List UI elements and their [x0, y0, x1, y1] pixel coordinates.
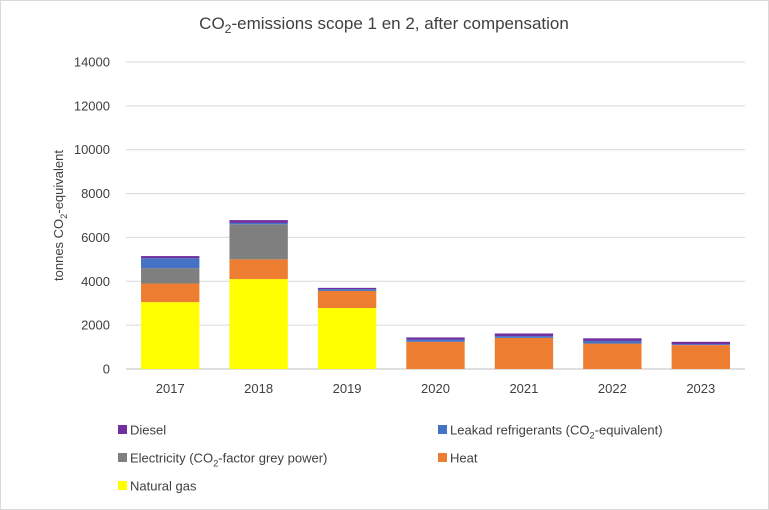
chart-title-part-1: CO — [199, 14, 225, 33]
bar-2018-diesel — [229, 220, 288, 223]
x-tick-label: 2020 — [421, 381, 450, 396]
bar-2017-diesel — [141, 256, 200, 259]
bar-2019-leakad-refrigerants-co2-equivalent- — [317, 289, 377, 291]
bar-2019-diesel — [317, 287, 377, 290]
bar-2021-leakad-refrigerants-co2-equivalent- — [494, 336, 554, 338]
legend-label-diesel-part-1: Diesel — [130, 423, 166, 438]
bar-2017-leakad-refrigerants-co2-equivalent- — [141, 258, 200, 269]
bar-2019-natural-gas — [317, 308, 377, 369]
legend-swatch-diesel — [118, 425, 127, 434]
bar-2022-leakad-refrigerants-co2-equivalent- — [583, 340, 642, 344]
bar-2020-leakad-refrigerants-co2-equivalent- — [406, 339, 465, 342]
legend-label-natural-gas: Natural gas — [130, 479, 197, 494]
legend-swatch-electricity-co2-factor-grey-power- — [118, 453, 127, 462]
y-tick-label: 8000 — [81, 186, 110, 201]
bar-2017-electricity-co2-factor-grey-power- — [141, 268, 200, 284]
legend-label-natural-gas-part-1: Natural gas — [130, 479, 197, 494]
bar-2018-heat — [229, 259, 288, 280]
chart-title-part-2: -emissions scope 1 en 2, after compensat… — [231, 14, 568, 33]
bar-2017-natural-gas — [141, 302, 200, 369]
bar-2021-diesel — [494, 333, 554, 337]
bar-2021-heat — [494, 337, 554, 369]
legend-label-electricity-co2-factor-grey-power--subscript: 2 — [213, 459, 218, 469]
x-tick-label: 2019 — [333, 381, 362, 396]
legend-swatch-leakad-refrigerants-co2-equivalent- — [438, 425, 447, 434]
legend-label-leakad-refrigerants-co2-equivalent--subscript: 2 — [589, 431, 594, 441]
bar-2017-heat — [141, 283, 200, 303]
y-axis-title: tonnes CO2-equivalent — [51, 150, 69, 281]
y-tick-label: 14000 — [74, 55, 110, 70]
chart-title-subscript: 2 — [225, 22, 232, 36]
x-tick-label: 2017 — [156, 381, 185, 396]
y-tick-label: 12000 — [74, 98, 110, 113]
y-axis-title-subscript: 2 — [59, 214, 69, 219]
legend-swatch-natural-gas — [118, 481, 127, 490]
x-tick-label: 2018 — [244, 381, 273, 396]
bar-2023-diesel — [671, 341, 730, 345]
bar-2023-heat — [671, 345, 730, 369]
legend-label-leakad-refrigerants-co2-equivalent-: Leakad refrigerants (CO2-equivalent) — [450, 423, 663, 441]
bar-2018-leakad-refrigerants-co2-equivalent- — [229, 222, 288, 225]
x-tick-label: 2023 — [686, 381, 715, 396]
y-axis-title-part-1: tonnes CO — [51, 219, 66, 281]
legend-label-heat-part-1: Heat — [450, 451, 478, 466]
x-tick-label: 2022 — [598, 381, 627, 396]
legend-label-electricity-co2-factor-grey-power--part-2: -factor grey power) — [218, 451, 327, 466]
bar-2020-diesel — [406, 337, 465, 340]
bar-2018-electricity-co2-factor-grey-power- — [229, 224, 288, 260]
legend-label-leakad-refrigerants-co2-equivalent--part-2: -equivalent) — [595, 423, 663, 438]
bar-2018-natural-gas — [229, 279, 288, 369]
y-tick-label: 0 — [103, 362, 110, 377]
bar-2022-diesel — [583, 338, 642, 341]
bar-2022-heat — [583, 343, 642, 369]
legend-label-electricity-co2-factor-grey-power-: Electricity (CO2-factor grey power) — [130, 451, 327, 469]
legend-label-heat: Heat — [450, 451, 478, 466]
x-tick-label: 2021 — [509, 381, 538, 396]
legend-swatch-heat — [438, 453, 447, 462]
chart-title: CO2-emissions scope 1 en 2, after compen… — [199, 14, 569, 36]
bar-2019-heat — [317, 290, 377, 309]
y-tick-label: 2000 — [81, 318, 110, 333]
bar-2023-leakad-refrigerants-co2-equivalent- — [671, 344, 730, 346]
legend-label-electricity-co2-factor-grey-power--part-1: Electricity (CO — [130, 451, 213, 466]
y-tick-label: 6000 — [81, 230, 110, 245]
y-tick-label: 4000 — [81, 274, 110, 289]
y-tick-label: 10000 — [74, 142, 110, 157]
bar-2020-heat — [406, 341, 465, 369]
legend-label-diesel: Diesel — [130, 423, 166, 438]
legend-label-leakad-refrigerants-co2-equivalent--part-1: Leakad refrigerants (CO — [450, 423, 589, 438]
y-axis-title-part-2: -equivalent — [51, 150, 66, 214]
